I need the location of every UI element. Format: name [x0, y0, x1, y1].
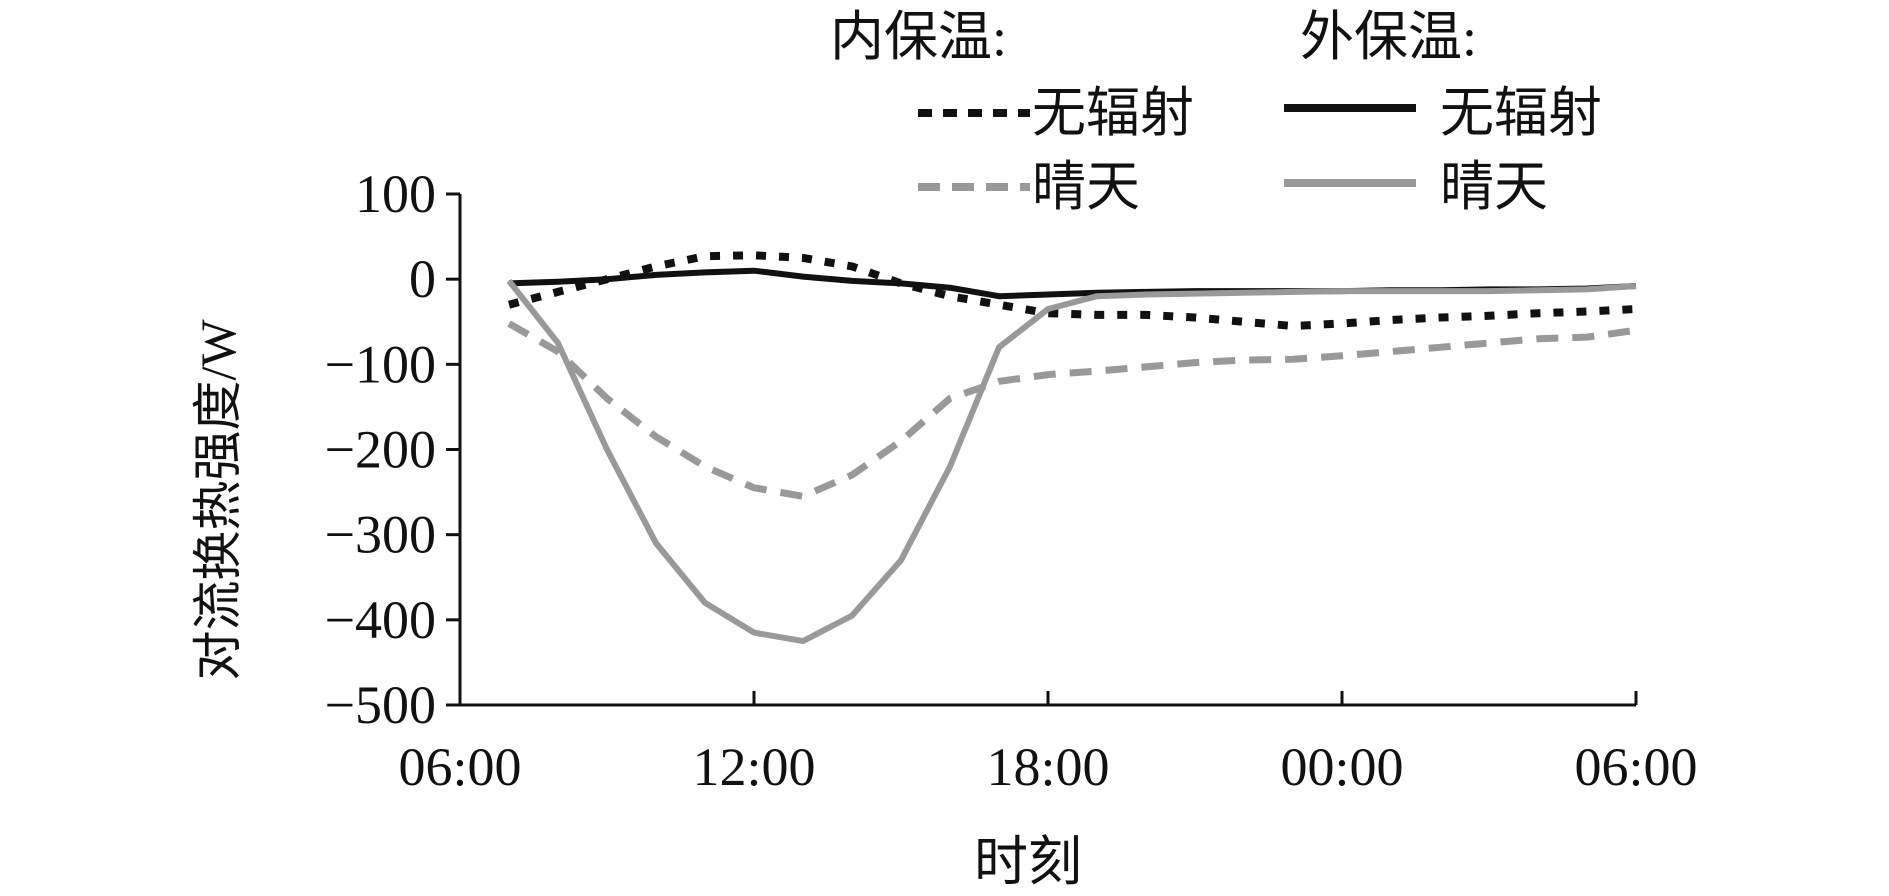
y-tick-label: −400 [325, 590, 436, 650]
x-tick-label: 12:00 [692, 737, 815, 797]
legend-label-outer-sunny: 晴天 [1440, 157, 1548, 217]
y-ticks: 100 0 −100 −200 −300 −400 −500 [325, 164, 460, 735]
x-ticks: 06:00 12:00 18:00 00:00 06:00 [398, 691, 1698, 797]
x-tick-label: 06:00 [398, 737, 521, 797]
plot-area: 100 0 −100 −200 −300 −400 −500 06:00 12:00 18:00… [325, 164, 1698, 797]
y-axis-label: 对流换热强度/W [190, 319, 246, 681]
y-tick-label: −200 [325, 420, 436, 480]
x-tick-label: 00:00 [1280, 737, 1403, 797]
y-tick-label: 0 [409, 249, 436, 309]
y-tick-label: −500 [325, 675, 436, 735]
x-tick-label: 06:00 [1574, 737, 1697, 797]
y-tick-label: −100 [325, 334, 436, 394]
legend-group-inner: 内保温: [830, 7, 1007, 67]
x-axis-label: 时刻 [974, 832, 1082, 892]
y-tick-label: −300 [325, 505, 436, 565]
legend: 内保温: 外保温: 无辐射 晴天 无辐射 晴天 [830, 7, 1602, 217]
legend-label-inner-no-radiation: 无辐射 [1032, 83, 1194, 143]
series-layer [506, 251, 1637, 645]
legend-label-outer-no-radiation: 无辐射 [1440, 83, 1602, 143]
series-inner-no-radiation [507, 251, 1637, 330]
x-tick-label: 18:00 [986, 737, 1109, 797]
series-outer-sunny [506, 279, 1637, 645]
y-tick-label: 100 [355, 164, 436, 224]
series-inner-sunny [507, 320, 1637, 500]
legend-group-outer: 外保温: [1300, 7, 1477, 67]
legend-label-inner-sunny: 晴天 [1032, 157, 1140, 217]
